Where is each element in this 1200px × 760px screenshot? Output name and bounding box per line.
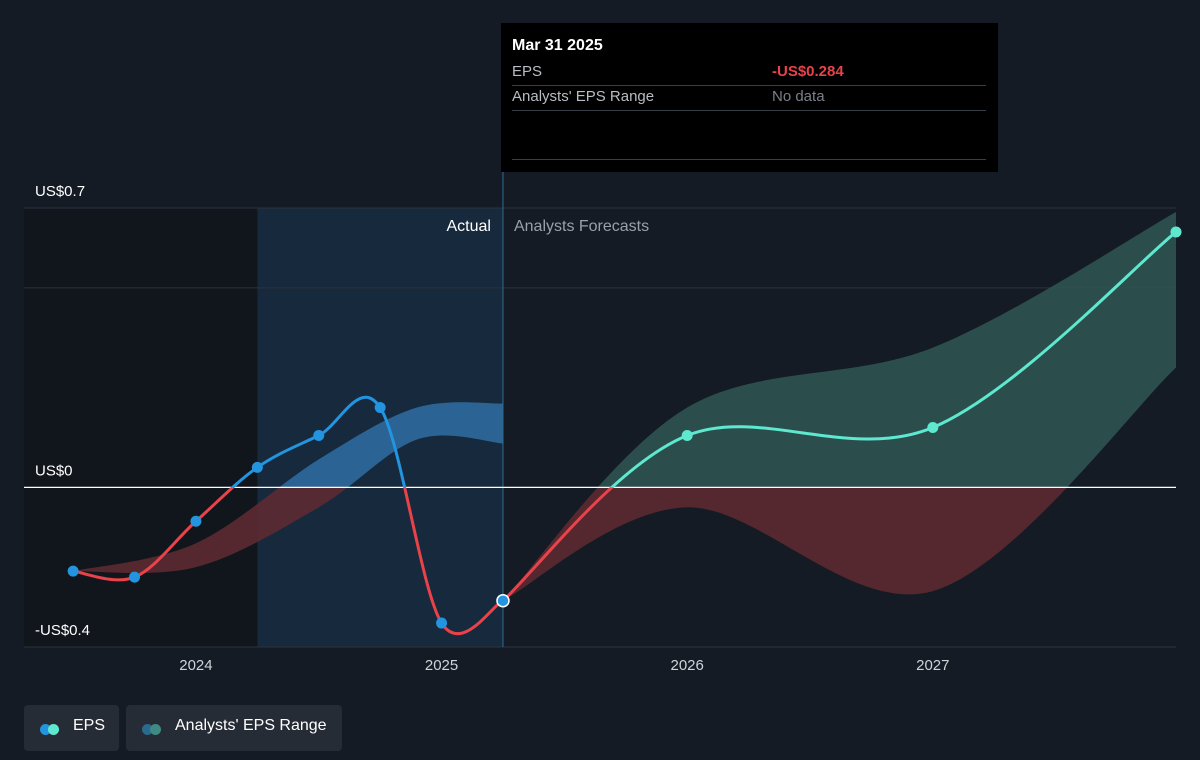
eps-point-actual: [67, 565, 79, 577]
tooltip-eps-value: -US$0.284: [772, 63, 844, 80]
y-tick-label: US$0.7: [35, 183, 85, 200]
eps-point-actual: [129, 571, 141, 583]
past-region-shade: [24, 208, 258, 647]
tooltip-range-value: No data: [772, 88, 825, 105]
x-tick-label: 2027: [916, 657, 949, 674]
eps-point-actual: [374, 402, 386, 414]
eps-point-forecast: [1170, 226, 1182, 238]
eps-point-actual: [313, 429, 325, 441]
tooltip-eps-label: EPS: [512, 63, 543, 80]
tooltip-eps-row: EPS -US$0.284: [512, 61, 986, 86]
y-tick-label: US$0: [35, 462, 73, 479]
eps-line-forecast-negative: [501, 487, 615, 603]
eps-point-actual: [190, 515, 202, 527]
legend-range-dot-history: [142, 724, 153, 735]
gridlines: [24, 207, 1176, 648]
tooltip-date: Mar 31 2025: [512, 37, 603, 54]
range-band-forecast-negative: [502, 487, 1068, 601]
eps-point-selected: [496, 593, 510, 608]
eps-points: [67, 226, 1182, 629]
range-band-history-negative: [73, 487, 348, 574]
eps-line-actual-negative: [71, 487, 505, 636]
eps-range-bands: [73, 211, 1176, 601]
eps-point-forecast: [681, 429, 693, 441]
tooltip-divider: [512, 159, 986, 160]
legend-range-label: Analysts' EPS Range: [175, 717, 327, 734]
x-tick-label: 2024: [179, 657, 212, 674]
x-tick-label: 2026: [671, 657, 704, 674]
range-band-forecast-positive: [597, 211, 1176, 488]
legend-eps-dot-forecast: [48, 724, 59, 735]
tooltip: Mar 31 2025 EPS -US$0.284 Analysts' EPS …: [501, 23, 998, 172]
actual-section-label: Actual: [447, 218, 491, 235]
y-tick-label: -US$0.4: [35, 622, 90, 639]
x-tick-label: 2025: [425, 657, 458, 674]
legend-range-dot-forecast: [150, 724, 161, 735]
tooltip-range-label: Analysts' EPS Range: [512, 88, 655, 105]
eps-point-forecast: [927, 422, 939, 433]
range-band-history-positive: [279, 402, 503, 488]
eps-point-actual: [251, 461, 263, 473]
eps-point-actual: [436, 617, 448, 629]
legend-eps-dot-actual: [40, 724, 51, 735]
legend-eps-button[interactable]: EPS: [24, 705, 119, 751]
eps-line-forecast-positive: [609, 230, 1178, 488]
axis-labels: US$0.7 US$0 -US$0.4 2024 2025 2026 2027 Actual A…: [35, 183, 950, 674]
tooltip-range-row: Analysts' EPS Range No data: [512, 86, 986, 111]
legend-range-button[interactable]: Analysts' EPS Range: [126, 705, 342, 751]
legend-eps-label: EPS: [73, 717, 106, 734]
forecast-section-label: Analysts Forecasts: [514, 218, 649, 235]
